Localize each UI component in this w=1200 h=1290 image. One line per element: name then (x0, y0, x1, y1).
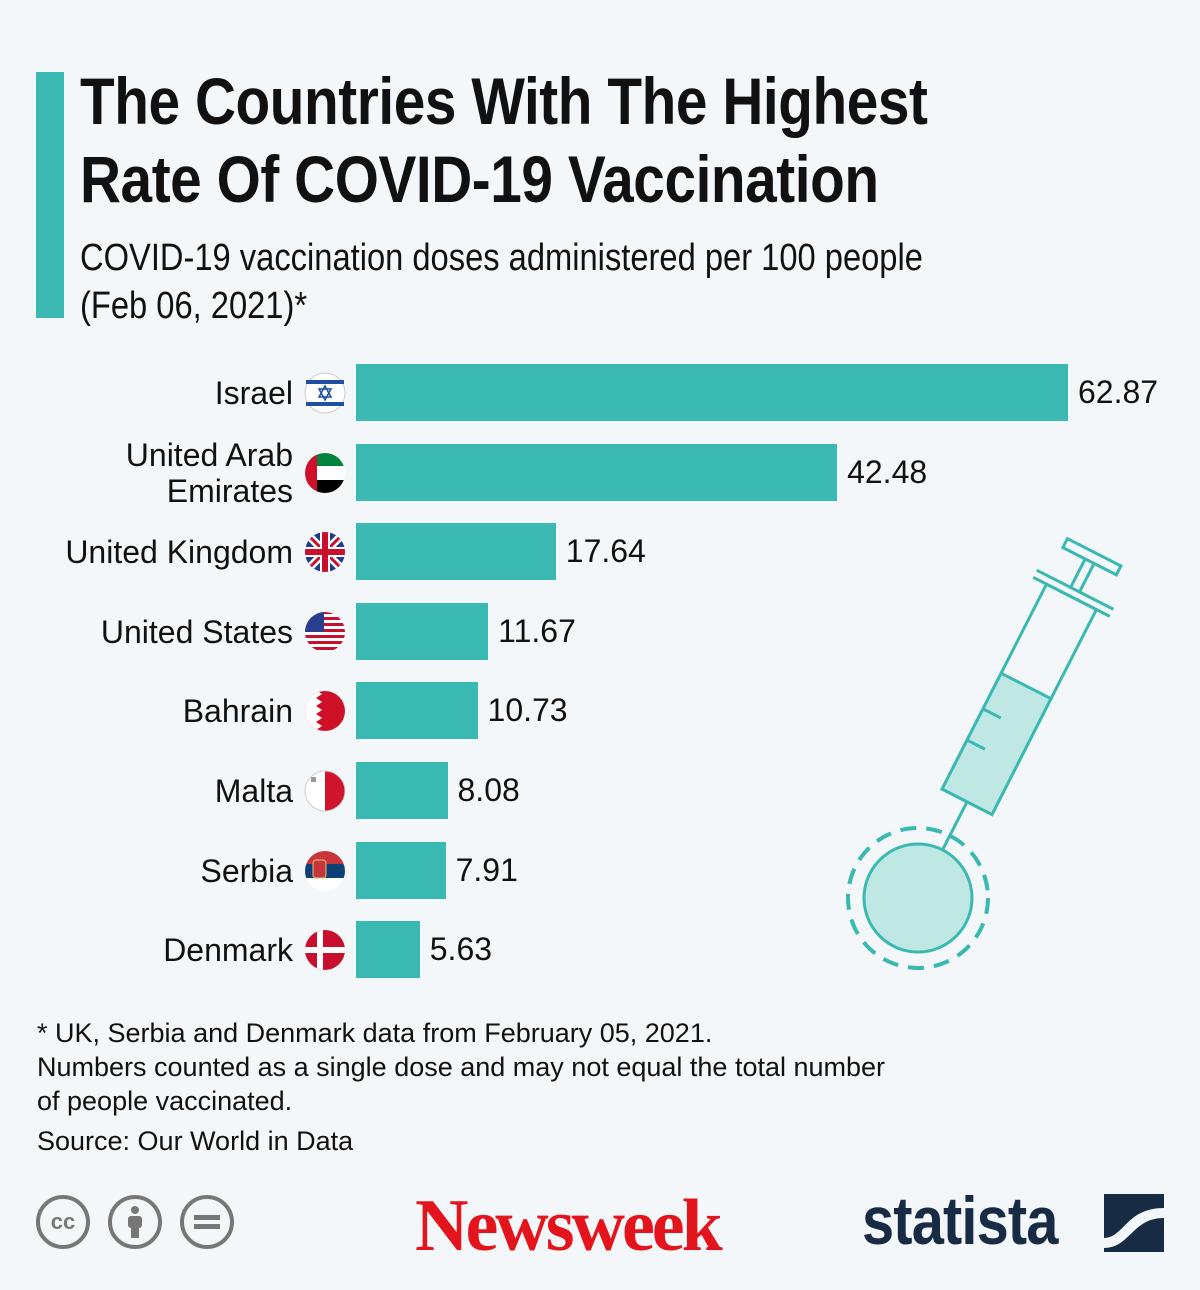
no-derivatives-icon (180, 1195, 234, 1249)
footnote-line-3: of people vaccinated. (37, 1086, 293, 1116)
bar (356, 443, 838, 501)
category-label: United Kingdom (65, 534, 293, 571)
category-label: Serbia (200, 852, 294, 889)
bar-row: Bahrain 10.73 (0, 682, 1200, 740)
value-label: 17.64 (565, 533, 646, 570)
newsweek-logo: Newsweek (415, 1185, 723, 1267)
israel-flag-icon (304, 372, 346, 414)
bar (356, 523, 556, 581)
bar-row: United Kingdom 17.64 (0, 523, 1200, 581)
bar-row: Serbia 7.91 (0, 841, 1200, 900)
malta-flag-icon (304, 770, 346, 812)
value-label: 5.63 (429, 931, 493, 968)
denmark-flag-icon (305, 930, 345, 971)
category-label: United States (100, 613, 293, 650)
category-label: Denmark (163, 932, 293, 969)
value-label: 42.48 (847, 453, 928, 490)
footnote-line-1: * UK, Serbia and Denmark data from Febru… (37, 1018, 713, 1048)
title-accent-bar (36, 72, 64, 318)
value-label: 10.73 (487, 692, 568, 729)
uk-flag-icon (305, 532, 345, 573)
bar (356, 682, 478, 740)
subtitle: COVID-19 vaccination doses administered … (80, 234, 1026, 330)
source-text: Source: Our World in Data (37, 1126, 354, 1156)
bar-row: Malta 8.08 (0, 762, 1200, 820)
category-label: Bahrain (182, 693, 293, 730)
subtitle-line-2: (Feb 06, 2021)* (80, 285, 308, 327)
bar (356, 921, 420, 979)
bar-row: Denmark 5.63 (0, 921, 1200, 979)
statista-logo: statista (862, 1183, 1058, 1259)
creative-commons-icon: cc (36, 1195, 90, 1249)
value-label: 62.87 (1078, 374, 1159, 410)
bar-row: Israel 62.87 (0, 364, 1200, 422)
bar-row: United States 11.67 (0, 602, 1200, 661)
bar-row: United Arab Emirates 42.48 (0, 436, 1200, 509)
statista-mark-icon (1104, 1194, 1164, 1252)
footnote-line-2: Numbers counted as a single dose and may… (37, 1052, 886, 1082)
syringe-illustration (846, 536, 1123, 970)
serbia-flag-icon (305, 850, 345, 891)
bar (356, 762, 448, 819)
bar (356, 602, 489, 660)
attribution-icon (108, 1195, 162, 1249)
footnote: * UK, Serbia and Denmark data from Febru… (37, 1016, 885, 1158)
us-flag-icon (305, 611, 345, 652)
value-label: 8.08 (457, 772, 520, 808)
value-label: 7.91 (455, 851, 518, 888)
bar (356, 364, 1068, 421)
bar (356, 841, 446, 899)
uae-flag-icon (305, 452, 345, 493)
cc-text: cc (50, 1209, 76, 1234)
category-label: United Arab Emirates (125, 436, 293, 509)
subtitle-line-1: COVID-19 vaccination doses administered … (80, 237, 923, 279)
category-label: Israel (214, 375, 293, 411)
bahrain-flag-icon (305, 691, 345, 732)
value-label: 11.67 (498, 612, 576, 649)
category-label: Malta (214, 773, 293, 809)
page-title: The Countries With The Highest Rate Of C… (80, 64, 928, 216)
